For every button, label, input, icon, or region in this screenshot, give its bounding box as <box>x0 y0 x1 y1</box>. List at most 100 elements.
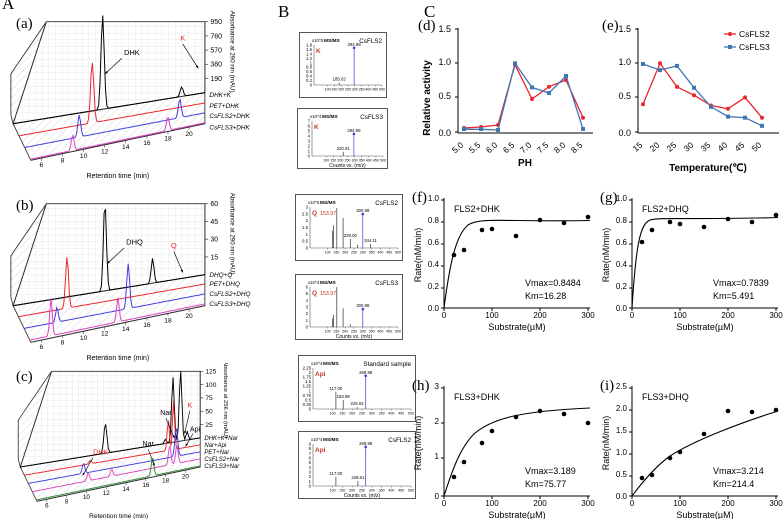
svg-text:0.5: 0.5 <box>616 470 628 479</box>
svg-text:380: 380 <box>210 62 222 69</box>
svg-text:0.6: 0.6 <box>428 238 440 247</box>
svg-text:450: 450 <box>398 412 404 416</box>
svg-text:0.25: 0.25 <box>303 402 312 407</box>
svg-text:350: 350 <box>379 489 385 493</box>
svg-text:10: 10 <box>80 153 88 160</box>
svg-text:Rate(nM/min): Rate(nM/min) <box>413 416 423 471</box>
svg-text:Absorbance at 256 nm (mAU): Absorbance at 256 nm (mAU) <box>222 363 228 438</box>
svg-text:Km=5.491: Km=5.491 <box>713 291 754 301</box>
svg-text:45: 45 <box>733 140 747 154</box>
svg-text:0.0: 0.0 <box>438 128 451 138</box>
svg-text:Absorbance at 290 nm (mAU): Absorbance at 290 nm (mAU) <box>228 193 235 275</box>
svg-text:200: 200 <box>533 499 547 508</box>
svg-text:760: 760 <box>210 33 222 40</box>
svg-text:4: 4 <box>309 465 312 470</box>
svg-text:8.5: 8.5 <box>569 140 585 155</box>
svg-text:300.98: 300.98 <box>356 303 370 308</box>
svg-text:2: 2 <box>306 311 309 316</box>
svg-text:2: 2 <box>435 417 440 426</box>
svg-text:MS/MS: MS/MS <box>323 437 340 443</box>
svg-text:500: 500 <box>379 88 385 92</box>
svg-text:0.0: 0.0 <box>616 492 628 501</box>
svg-text:x10^4: x10^4 <box>308 280 320 285</box>
svg-text:0: 0 <box>442 499 447 508</box>
svg-text:150: 150 <box>333 251 339 255</box>
svg-text:1.25: 1.25 <box>303 384 312 389</box>
svg-text:1.5: 1.5 <box>438 24 451 34</box>
svg-text:250: 250 <box>345 88 351 92</box>
svg-text:0.2: 0.2 <box>306 78 313 83</box>
svg-text:6: 6 <box>306 285 309 290</box>
svg-text:300: 300 <box>360 330 366 334</box>
svg-text:100: 100 <box>485 499 499 508</box>
svg-text:1.5: 1.5 <box>302 225 309 230</box>
svg-text:8: 8 <box>309 446 312 451</box>
svg-text:350: 350 <box>359 159 365 163</box>
svg-text:350: 350 <box>379 412 385 416</box>
svg-text:15: 15 <box>631 140 645 154</box>
svg-text:1: 1 <box>310 60 313 65</box>
svg-text:950: 950 <box>210 19 222 26</box>
svg-text:200: 200 <box>533 311 547 320</box>
svg-text:450: 450 <box>386 251 392 255</box>
svg-text:DHK+K+Nar: DHK+K+Nar <box>204 436 238 442</box>
svg-text:Counts vs. (m/z): Counts vs. (m/z) <box>344 493 381 498</box>
svg-text:294.99: 294.99 <box>347 128 361 133</box>
svg-text:Vmax=0.7839: Vmax=0.7839 <box>713 278 769 288</box>
svg-text:8: 8 <box>65 498 69 505</box>
svg-text:Nar: Nar <box>160 410 172 417</box>
svg-text:25: 25 <box>205 422 213 429</box>
svg-text:8.0: 8.0 <box>552 140 568 155</box>
svg-text:100: 100 <box>323 159 329 163</box>
svg-text:250: 250 <box>359 412 365 416</box>
svg-text:1.4: 1.4 <box>306 51 313 56</box>
svg-text:CsFLS3: CsFLS3 <box>360 114 383 121</box>
svg-text:100: 100 <box>330 412 336 416</box>
svg-text:1: 1 <box>435 452 440 461</box>
svg-text:Rate(nM/min): Rate(nM/min) <box>601 228 611 283</box>
svg-text:60: 60 <box>210 201 218 208</box>
svg-text:200: 200 <box>338 88 344 92</box>
svg-text:0: 0 <box>630 311 635 320</box>
svg-text:0.6: 0.6 <box>306 69 313 74</box>
svg-text:x10^4: x10^4 <box>310 114 322 119</box>
svg-text:0: 0 <box>309 484 312 489</box>
svg-text:0.5: 0.5 <box>438 91 451 101</box>
svg-text:K: K <box>316 48 321 55</box>
svg-text:0.75: 0.75 <box>303 393 312 398</box>
svg-text:350: 350 <box>369 330 375 334</box>
svg-text:300: 300 <box>581 311 595 320</box>
svg-text:30: 30 <box>210 237 218 244</box>
svg-text:MS/MS: MS/MS <box>320 200 337 206</box>
svg-text:300: 300 <box>769 499 783 508</box>
svg-text:FLS2+DHQ: FLS2+DHQ <box>642 204 689 214</box>
svg-text:CsFLS2: CsFLS2 <box>739 29 770 39</box>
svg-text:300: 300 <box>369 489 375 493</box>
svg-text:Km=214.4: Km=214.4 <box>713 479 754 489</box>
svg-text:3: 3 <box>435 382 440 391</box>
svg-text:20: 20 <box>182 473 189 480</box>
svg-text:0: 0 <box>442 311 447 320</box>
svg-text:CsFLS2: CsFLS2 <box>388 437 411 444</box>
svg-text:DHK+K: DHK+K <box>209 92 231 99</box>
svg-text:0.8: 0.8 <box>428 216 440 225</box>
svg-text:500: 500 <box>380 159 386 163</box>
svg-text:CsFLS2+Nar: CsFLS2+Nar <box>204 457 240 463</box>
svg-text:250: 250 <box>359 489 365 493</box>
svg-text:35: 35 <box>699 140 713 154</box>
svg-text:CsFLS3+DHQ: CsFLS3+DHQ <box>209 301 250 308</box>
svg-text:12: 12 <box>101 331 109 338</box>
svg-text:0.8: 0.8 <box>306 65 313 70</box>
svg-text:400: 400 <box>377 330 383 334</box>
svg-text:Vmax=0.8484: Vmax=0.8484 <box>525 278 581 288</box>
svg-text:40: 40 <box>716 140 730 154</box>
svg-text:DHK: DHK <box>124 48 140 57</box>
svg-text:450: 450 <box>386 330 392 334</box>
svg-text:Rate(nM/min): Rate(nM/min) <box>601 416 611 471</box>
svg-text:6: 6 <box>45 503 49 510</box>
svg-text:3: 3 <box>306 205 309 210</box>
svg-text:FLS3+DHK: FLS3+DHK <box>454 392 500 402</box>
svg-text:14: 14 <box>122 486 129 493</box>
svg-text:FLS2+DHK: FLS2+DHK <box>454 204 500 214</box>
svg-text:344.11: 344.11 <box>364 238 377 243</box>
